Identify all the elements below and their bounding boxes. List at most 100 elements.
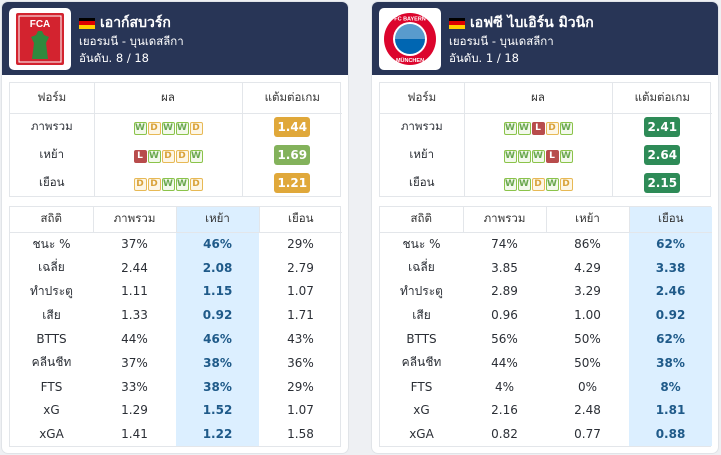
- result-badge[interactable]: W: [147, 150, 161, 163]
- stat-value: 1.15: [176, 279, 259, 304]
- stat-value: 1.07: [287, 403, 314, 418]
- form-row-label: เยือน: [10, 169, 95, 197]
- stats-row: xG 2.16 2.48 1.81: [380, 398, 712, 423]
- form-rows: ภาพรวม W D W W D 1.44 เหย้า L W D D W 1.69 เยือน D D W W D 1…: [10, 113, 342, 197]
- result-badge[interactable]: W: [161, 122, 175, 136]
- result-badge[interactable]: L: [545, 150, 559, 163]
- result-badge[interactable]: D: [147, 122, 161, 136]
- stat-value: 38%: [176, 350, 259, 375]
- form-row-label: ภาพรวม: [380, 113, 465, 141]
- overall-tab[interactable]: ภาพรวม: [93, 207, 177, 233]
- result-badge[interactable]: D: [189, 178, 203, 191]
- team-logo[interactable]: FCA: [9, 8, 71, 70]
- away-tab[interactable]: เยือน: [259, 207, 342, 233]
- result-badge[interactable]: W: [175, 122, 189, 136]
- ppg-badge: 1.69: [274, 145, 311, 165]
- stats-row: xGA 0.82 0.77 0.88: [380, 422, 712, 447]
- result-badge[interactable]: W: [133, 122, 147, 136]
- result-badge[interactable]: D: [175, 150, 189, 163]
- result-badge[interactable]: W: [545, 178, 559, 191]
- result-badge[interactable]: W: [189, 150, 203, 163]
- overall-tab[interactable]: ภาพรวม: [463, 207, 547, 233]
- form-header: ฟอร์ม: [380, 83, 465, 114]
- stat-value: 29%: [287, 379, 314, 394]
- team-name[interactable]: เอฟซี ไบเอิร์น มิวนิก: [449, 12, 594, 34]
- stat-label: FTS: [410, 379, 433, 394]
- ppg-cell: 1.21: [242, 169, 342, 197]
- team-card-augsburg: FCA เอาก์สบวร์ก เยอรมนี - บุนเดสลีกา อัน…: [2, 2, 348, 453]
- stats-row: คลีนชีท 37% 38% 36%: [10, 350, 342, 375]
- home-tab[interactable]: เหย้า: [546, 207, 630, 233]
- stat-label: ทำประตู: [30, 283, 73, 298]
- stat-label: xGA: [409, 427, 434, 442]
- form-row: เหย้า W W W L W 2.64: [380, 141, 712, 169]
- stat-value: 0.82: [491, 427, 518, 442]
- result-badge[interactable]: W: [531, 150, 545, 163]
- result-badge[interactable]: L: [531, 122, 545, 136]
- result-badge[interactable]: W: [517, 150, 531, 163]
- home-tab[interactable]: เหย้า: [176, 207, 260, 233]
- team-name-label[interactable]: เอาก์สบวร์ก: [100, 15, 171, 31]
- result-header: ผล: [464, 83, 613, 114]
- result-header: ผล: [94, 83, 243, 114]
- league-label: เยอรมนี - บุนเดสลีกา: [449, 34, 554, 48]
- ppg-cell: 1.44: [242, 113, 342, 141]
- result-badge[interactable]: W: [161, 178, 175, 191]
- stat-label: ชนะ %: [32, 236, 71, 251]
- bayern-crest-icon: FC BAYERN MÜNCHEN: [384, 13, 436, 65]
- stat-value: 46%: [176, 327, 259, 351]
- result-badge[interactable]: D: [147, 178, 161, 191]
- stat-value: 2.46: [629, 279, 712, 304]
- result-badge[interactable]: W: [517, 122, 531, 136]
- form-row: เยือน W W D W D 2.15: [380, 169, 712, 197]
- result-badge[interactable]: L: [133, 150, 147, 163]
- stat-label: คลีนชีท: [401, 355, 442, 370]
- stat-value: 36%: [287, 355, 314, 370]
- ppg-header: แต้มต่อเกม: [242, 83, 342, 114]
- stat-value: 37%: [121, 237, 148, 252]
- result-badge[interactable]: D: [545, 122, 559, 136]
- stat-value: 74%: [491, 237, 518, 252]
- stats-table: สถิติ ภาพรวม เหย้า เยือน ชนะ % 37% 46% 29% เ…: [9, 206, 342, 447]
- stats-row: เฉลี่ย 2.44 2.08 2.79: [10, 255, 342, 280]
- result-badge[interactable]: D: [559, 178, 573, 191]
- stat-label: เฉลี่ย: [408, 260, 435, 275]
- stat-value: 1.33: [121, 308, 148, 323]
- stats-row: ทำประตู 1.11 1.15 1.07: [10, 279, 342, 304]
- result-badge[interactable]: W: [175, 178, 189, 191]
- result-badge[interactable]: W: [517, 178, 531, 191]
- rank-label: อันดับ. 8 / 18: [79, 51, 149, 65]
- stat-label: BTTS: [406, 332, 437, 347]
- stats-row: xG 1.29 1.52 1.07: [10, 398, 342, 423]
- stat-value: 3.38: [629, 255, 712, 280]
- team-name-label[interactable]: เอฟซี ไบเอิร์น มิวนิก: [470, 15, 594, 31]
- form-row: ภาพรวม W D W W D 1.44: [10, 113, 342, 141]
- result-badge[interactable]: W: [559, 122, 573, 136]
- result-badge[interactable]: W: [559, 150, 573, 163]
- result-badge[interactable]: D: [531, 178, 545, 191]
- stat-label: ชนะ %: [402, 236, 441, 251]
- stat-value: 0%: [577, 379, 598, 394]
- team-logo[interactable]: FC BAYERN MÜNCHEN: [379, 8, 441, 70]
- stats-header: สถิติ: [10, 207, 94, 233]
- result-badge[interactable]: D: [189, 122, 203, 136]
- stat-label: เฉลี่ย: [38, 260, 65, 275]
- result-badge[interactable]: W: [503, 122, 517, 136]
- rank-label: อันดับ. 1 / 18: [449, 51, 519, 65]
- result-badge[interactable]: D: [133, 178, 147, 191]
- stats-row: FTS 4% 0% 8%: [380, 374, 712, 399]
- ppg-cell: 1.69: [242, 141, 342, 169]
- stats-header: สถิติ: [380, 207, 464, 233]
- result-badge[interactable]: W: [503, 178, 517, 191]
- stat-value: 50%: [574, 355, 601, 370]
- result-badge[interactable]: W: [503, 150, 517, 163]
- away-tab[interactable]: เยือน: [629, 207, 712, 233]
- form-table: ฟอร์ม ผล แต้มต่อเกม ภาพรวม W W L D W 2.41 เหย้า…: [379, 82, 712, 197]
- team-name[interactable]: เอาก์สบวร์ก: [79, 12, 171, 34]
- stats-row: เฉลี่ย 3.85 4.29 3.38: [380, 255, 712, 280]
- stat-value: 1.07: [287, 284, 314, 299]
- result-badge[interactable]: D: [161, 150, 175, 163]
